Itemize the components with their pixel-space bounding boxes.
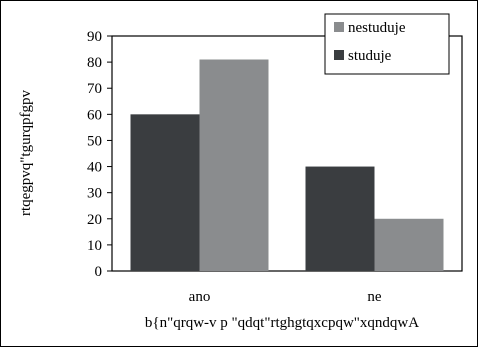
- y-tick-label: 90: [87, 29, 102, 45]
- x-category-label: ano: [189, 289, 211, 305]
- legend-swatch-nestuduje: [334, 22, 344, 32]
- legend: nestuduje studuje: [325, 14, 449, 74]
- y-tick-label: 10: [87, 238, 102, 254]
- bar-studuje-ano: [131, 114, 200, 271]
- y-tick-label: 40: [87, 160, 102, 176]
- bar-nestuduje-ano: [200, 60, 269, 272]
- legend-swatch-studuje: [334, 50, 344, 60]
- y-tick-label: 70: [87, 81, 102, 97]
- bar-studuje-ne: [306, 167, 375, 271]
- y-axis-title: rtqegpvq"tgurqpfgpv: [18, 89, 34, 216]
- y-tick-label: 30: [87, 186, 102, 202]
- bar-nestuduje-ne: [375, 219, 444, 271]
- x-axis-title: b{n"qrqw-v p "qdqt"rtghgtqxcpqw"xqndqwA: [145, 315, 419, 331]
- x-axis-labels: ano ne: [189, 289, 382, 305]
- x-category-label: ne: [367, 289, 382, 305]
- y-tick-label: 50: [87, 133, 102, 149]
- y-axis-ticks: 0 10 20 30 40 50 60 70 80 90: [87, 29, 112, 280]
- legend-label-studuje: studuje: [348, 48, 392, 64]
- y-tick-label: 60: [87, 107, 102, 123]
- y-tick-label: 80: [87, 55, 102, 71]
- y-tick-label: 20: [87, 212, 102, 228]
- y-tick-label: 0: [95, 264, 103, 280]
- legend-label-nestuduje: nestuduje: [348, 20, 406, 36]
